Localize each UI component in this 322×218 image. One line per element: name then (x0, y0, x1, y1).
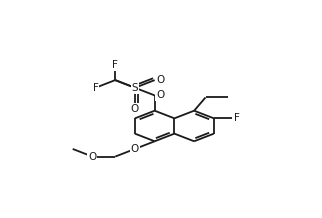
Text: F: F (234, 113, 240, 123)
Text: F: F (92, 83, 99, 93)
Text: O: O (88, 152, 97, 162)
Text: F: F (132, 83, 138, 93)
Text: S: S (132, 83, 138, 93)
Text: O: O (156, 75, 165, 85)
Text: O: O (131, 104, 139, 114)
Text: O: O (156, 90, 165, 100)
Text: O: O (131, 144, 139, 154)
Text: F: F (112, 60, 118, 70)
